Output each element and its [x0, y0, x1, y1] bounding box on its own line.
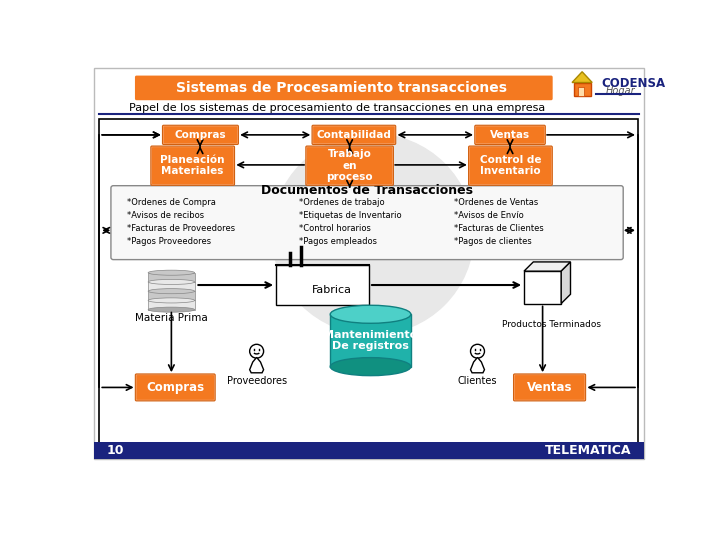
Ellipse shape — [148, 298, 194, 303]
Bar — [148, 273, 194, 282]
Text: Compras: Compras — [146, 381, 204, 394]
Bar — [330, 314, 411, 367]
Text: Papel de los sistemas de procesamiento de transacciones en una empresa: Papel de los sistemas de procesamiento d… — [129, 103, 545, 113]
Bar — [94, 442, 644, 459]
Text: CODENSA: CODENSA — [601, 77, 665, 90]
Polygon shape — [572, 72, 593, 83]
FancyBboxPatch shape — [135, 76, 553, 100]
Ellipse shape — [330, 305, 411, 323]
Bar — [148, 282, 194, 291]
Ellipse shape — [148, 270, 194, 275]
Text: 10: 10 — [107, 444, 125, 457]
Text: Ventas: Ventas — [527, 381, 572, 394]
FancyBboxPatch shape — [476, 126, 544, 143]
Text: Sistemas de Procesamiento transacciones: Sistemas de Procesamiento transacciones — [176, 81, 507, 95]
FancyBboxPatch shape — [163, 126, 238, 143]
Polygon shape — [471, 357, 485, 373]
Bar — [578, 87, 585, 96]
Bar — [148, 300, 194, 309]
Bar — [276, 265, 369, 305]
Text: Fabrica: Fabrica — [312, 285, 352, 295]
FancyBboxPatch shape — [306, 146, 393, 185]
Circle shape — [471, 345, 485, 358]
FancyBboxPatch shape — [469, 147, 551, 184]
Text: Documentos de Transacciones: Documentos de Transacciones — [261, 184, 474, 197]
Ellipse shape — [330, 357, 411, 376]
FancyBboxPatch shape — [135, 374, 215, 401]
Text: Hogar: Hogar — [606, 86, 635, 96]
Text: Ventas: Ventas — [490, 130, 530, 140]
Text: Contabilidad: Contabilidad — [317, 130, 392, 140]
Text: Control de
Inventario: Control de Inventario — [480, 155, 541, 177]
FancyBboxPatch shape — [515, 375, 585, 400]
FancyBboxPatch shape — [513, 374, 585, 401]
Text: Compras: Compras — [175, 130, 226, 140]
FancyBboxPatch shape — [150, 146, 235, 185]
Polygon shape — [561, 262, 570, 303]
Polygon shape — [250, 357, 264, 373]
FancyBboxPatch shape — [307, 147, 392, 184]
Text: Mantenimiento
De registros: Mantenimiento De registros — [323, 329, 418, 351]
Circle shape — [272, 134, 474, 334]
FancyBboxPatch shape — [312, 125, 396, 145]
Bar — [99, 119, 638, 451]
Polygon shape — [524, 262, 570, 271]
Ellipse shape — [148, 289, 194, 294]
Ellipse shape — [148, 279, 194, 285]
FancyBboxPatch shape — [111, 186, 624, 260]
FancyBboxPatch shape — [474, 125, 545, 145]
Bar — [574, 83, 590, 96]
FancyBboxPatch shape — [163, 125, 238, 145]
FancyBboxPatch shape — [313, 126, 395, 143]
Text: Trabajo
en
proceso: Trabajo en proceso — [326, 149, 373, 183]
Text: Clientes: Clientes — [458, 376, 498, 386]
Text: Materia Prima: Materia Prima — [135, 313, 208, 323]
FancyBboxPatch shape — [469, 146, 552, 185]
Ellipse shape — [148, 307, 194, 312]
Text: *Ordenes de trabajo
*Etiquetas de Inventario
*Control horarios
*Pagos empleados: *Ordenes de trabajo *Etiquetas de Invent… — [300, 198, 402, 246]
Text: Planeación
Materiales: Planeación Materiales — [161, 155, 225, 177]
Text: Proveedores: Proveedores — [227, 376, 287, 386]
FancyBboxPatch shape — [152, 147, 233, 184]
Bar — [148, 291, 194, 300]
Text: *Ordenes de Compra
*Avisos de recibos
*Facturas de Proveedores
*Pagos Proveedore: *Ordenes de Compra *Avisos de recibos *F… — [127, 198, 235, 246]
Text: TELEMATICA: TELEMATICA — [544, 444, 631, 457]
Bar — [524, 271, 561, 303]
Circle shape — [250, 345, 264, 358]
Text: Productos Terminados: Productos Terminados — [503, 320, 601, 329]
Text: *Ordenes de Ventas
*Avisos de Envío
*Facturas de Clientes
*Pagos de clientes: *Ordenes de Ventas *Avisos de Envío *Fac… — [454, 198, 544, 246]
FancyBboxPatch shape — [137, 375, 214, 400]
